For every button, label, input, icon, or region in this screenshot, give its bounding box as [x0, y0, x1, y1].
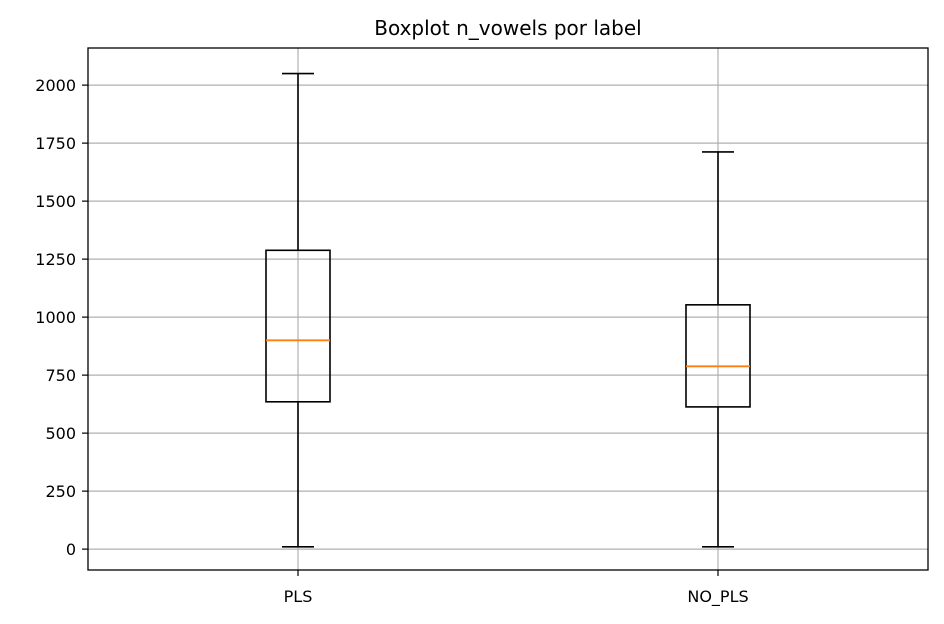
y-tick-label: 250: [45, 482, 76, 501]
iqr-box: [685, 304, 751, 408]
grid-lines: [88, 48, 928, 570]
box-pls: [265, 72, 331, 548]
y-tick-label: 1750: [35, 134, 76, 153]
x-tick-label: NO_PLS: [687, 587, 748, 607]
y-tick-label: 2000: [35, 76, 76, 95]
y-tick-label: 750: [45, 366, 76, 385]
iqr-box: [265, 249, 331, 403]
x-tick-label: PLS: [284, 587, 313, 606]
y-tick-label: 500: [45, 424, 76, 443]
box-no-pls: [685, 151, 751, 548]
y-tick-label: 1500: [35, 192, 76, 211]
plot-frame: [87, 47, 929, 571]
y-tick-label: 1000: [35, 308, 76, 327]
box-layer: [265, 72, 751, 548]
axis-ticks: 0 250 500 750 1000 1250 1500 1750 2000 PLS NO_PLS: [35, 76, 748, 607]
y-tick-label: 1250: [35, 250, 76, 269]
y-tick-label: 0: [66, 540, 76, 559]
chart-title: Boxplot n_vowels por label: [374, 16, 642, 40]
